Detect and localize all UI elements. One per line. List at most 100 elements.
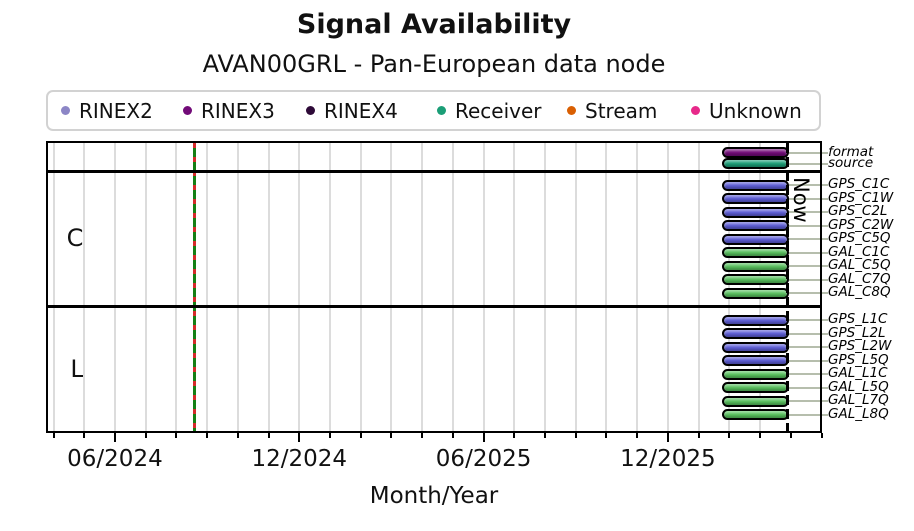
x-minor-tick (697, 433, 700, 438)
legend-item-rinex3: RINEX3 (183, 92, 275, 129)
row-label-GPS_C2L: GPS_C2L (828, 203, 888, 219)
x-major-tick (113, 433, 116, 442)
legend-dot-icon (61, 106, 70, 115)
month-gridline (144, 143, 147, 431)
x-minor-tick (544, 433, 547, 438)
availability-bar-GAL_C7Q (722, 274, 789, 285)
legend-item-label: RINEX4 (324, 98, 398, 123)
legend: RINEX2 RINEX3 RINEX4 Receiver Stream Unknown (46, 90, 821, 131)
legend-dot-icon (567, 106, 576, 115)
row-label-GPS_C5Q: GPS_C5Q (828, 230, 891, 246)
x-minor-tick (175, 433, 178, 438)
x-minor-tick (451, 433, 454, 438)
row-leader-line (789, 319, 828, 321)
plot-frame (46, 141, 822, 433)
x-minor-tick (52, 433, 55, 438)
row-label-GPS_L2L: GPS_L2L (828, 324, 886, 341)
availability-bar-GPS_L5Q (722, 355, 789, 366)
row-leader-line (789, 332, 828, 335)
row-label-source: source (828, 154, 874, 171)
month-gridline (636, 143, 639, 431)
x-minor-tick (83, 433, 86, 438)
month-gridline (697, 143, 700, 431)
row-leader-line (789, 400, 828, 402)
legend-dot-icon (306, 106, 315, 115)
legend-dot-icon (437, 106, 446, 115)
x-minor-tick (390, 433, 393, 438)
row-leader-line (789, 386, 828, 389)
now-label: Now (789, 177, 813, 223)
x-minor-tick (359, 433, 362, 438)
x-tick-label: 12/2025 (620, 446, 716, 472)
month-gridline (113, 143, 116, 431)
x-minor-tick (144, 433, 147, 438)
availability-bar-format (722, 147, 789, 158)
availability-bar-GAL_C1C (722, 247, 789, 258)
row-leader-line (789, 373, 828, 375)
row-leader-line (789, 265, 828, 267)
row-label-GAL_L8Q: GAL_L8Q (828, 405, 889, 422)
x-minor-tick (206, 433, 209, 438)
legend-item-rinex2: RINEX2 (61, 92, 153, 129)
x-minor-tick (328, 433, 331, 438)
x-minor-tick (513, 433, 516, 438)
x-minor-tick (574, 433, 577, 438)
month-gridline (666, 143, 669, 431)
x-tick-label: 06/2024 (67, 446, 163, 472)
chart-title: Signal Availability (296, 9, 572, 40)
x-major-tick (666, 433, 669, 442)
event-marker-line (193, 143, 196, 431)
month-gridline (83, 143, 86, 431)
x-major-tick (482, 433, 485, 442)
row-label-GAL_C5Q: GAL_C5Q (828, 257, 891, 273)
availability-bar-GAL_L5Q (722, 382, 789, 393)
month-gridline (728, 143, 731, 431)
row-label-GAL_C8Q: GAL_C8Q (828, 284, 891, 300)
row-leader-line (789, 238, 828, 240)
x-minor-tick (267, 433, 270, 438)
x-tick-label: 06/2025 (435, 446, 532, 472)
y-section-label-l: L (70, 355, 84, 383)
chart-subtitle: AVAN00GRL - Pan-European data node (202, 50, 666, 78)
row-label-GPS_C2W: GPS_C2W (828, 216, 894, 233)
availability-bar-source (722, 158, 789, 169)
month-gridline (236, 143, 239, 431)
y-section-label-c: C (66, 224, 84, 252)
month-gridline (359, 143, 362, 431)
row-leader-line (789, 211, 828, 213)
row-label-GPS_L1C: GPS_L1C (828, 311, 888, 327)
row-leader-line (789, 413, 828, 416)
month-gridline (52, 143, 55, 431)
legend-item-stream: Stream (567, 92, 657, 129)
now-line (786, 143, 789, 431)
legend-item-rinex4: RINEX4 (306, 92, 398, 129)
availability-bar-GPS_C2L (722, 206, 789, 218)
month-gridline (267, 143, 270, 431)
row-leader-line (789, 359, 828, 362)
section-divider-top (46, 170, 822, 173)
x-minor-tick (636, 433, 639, 438)
row-label-GPS_L2W: GPS_L2W (828, 338, 892, 354)
x-minor-tick (789, 433, 792, 438)
availability-bar-GAL_L1C (722, 368, 789, 380)
row-leader-line (789, 224, 828, 227)
availability-bar-GPS_C1W (722, 193, 789, 204)
x-minor-tick (759, 433, 762, 438)
x-minor-tick (236, 433, 239, 438)
month-gridline (390, 143, 393, 431)
legend-item-label: Unknown (709, 98, 802, 123)
row-leader-line (789, 278, 828, 281)
row-leader-line (789, 162, 828, 165)
legend-item-label: Stream (585, 98, 658, 123)
availability-bar-GPS_C2W (722, 220, 789, 231)
month-gridline (328, 143, 331, 431)
availability-bar-GPS_C1C (722, 179, 789, 191)
availability-bar-GPS_L2L (722, 328, 789, 339)
x-tick-label: 12/2024 (251, 446, 348, 472)
row-leader-line (789, 184, 828, 186)
availability-bar-GAL_C8Q (722, 287, 789, 299)
month-gridline (513, 143, 516, 431)
row-leader-line (789, 346, 828, 348)
row-label-GPS_L5Q: GPS_L5Q (828, 351, 889, 368)
